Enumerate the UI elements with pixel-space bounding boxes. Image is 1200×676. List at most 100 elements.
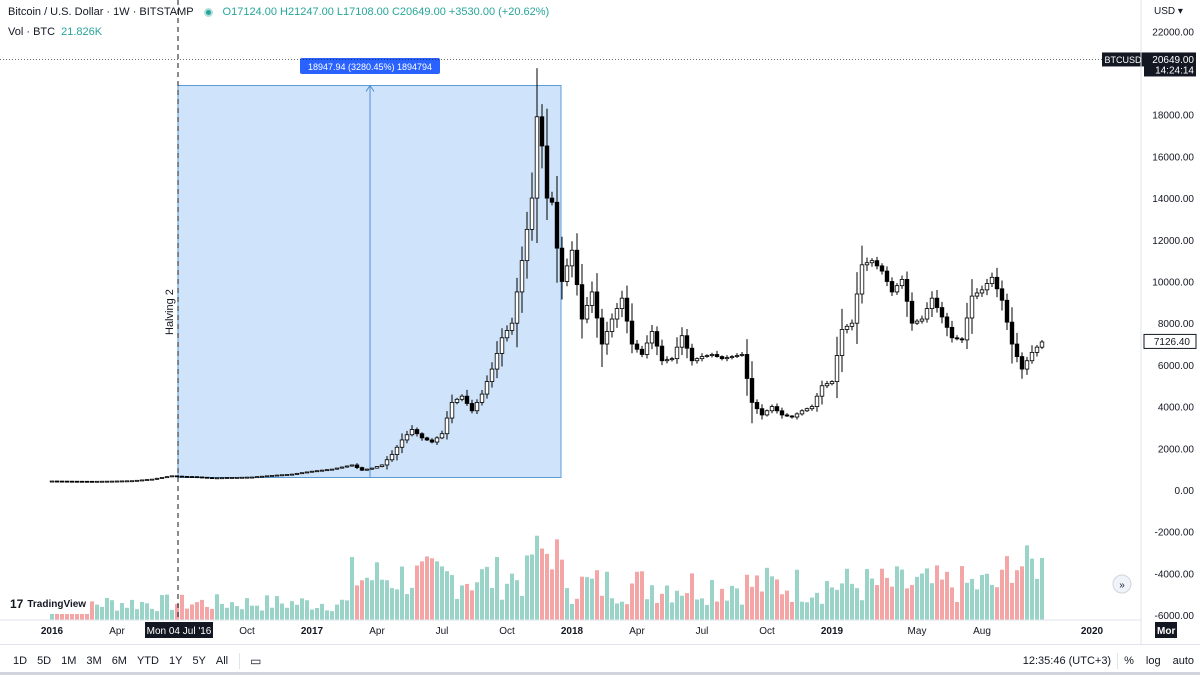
candle-body (1014, 343, 1020, 357)
volume-bar (530, 554, 534, 620)
candle-body (444, 417, 450, 435)
volume-bar (145, 603, 149, 620)
symbol-title[interactable]: Bitcoin / U.S. Dollar · 1W · BITSTAMP (8, 6, 194, 18)
price-tag (1144, 52, 1196, 77)
candle (169, 475, 175, 478)
candle-body (464, 395, 470, 404)
candle-body (839, 329, 845, 356)
measure-range-box[interactable]: 18947.94 (3280.45%) 1894794 (177, 58, 562, 478)
time-axis[interactable]: 2016 Apr Oct 2017 Apr Jul Oct 2018 Apr Jul Oct 2019… (0, 619, 1177, 638)
volume-bar (545, 553, 549, 620)
candle-body (469, 403, 475, 412)
timeframe-3m[interactable]: 3M (86, 654, 102, 667)
candle-body (884, 270, 890, 282)
timeframe-1y[interactable]: 1Y (168, 654, 183, 667)
price-tick-label: 6000.00 (1158, 361, 1195, 372)
candle-body (64, 480, 70, 483)
candle-body (934, 297, 940, 308)
time-tick-label: Apr (369, 626, 385, 637)
volume-bar (790, 601, 794, 620)
percent-toggle[interactable]: % (1124, 654, 1134, 667)
candle (54, 480, 60, 483)
volume-bar (700, 598, 704, 620)
candle-body (189, 476, 195, 478)
timeframe-ytd[interactable]: YTD (136, 654, 159, 667)
timeframe-1d[interactable]: 1D (13, 654, 28, 667)
candle-body (219, 477, 225, 480)
volume-bar (405, 594, 409, 620)
candle (429, 438, 435, 444)
candle (844, 323, 850, 334)
volume-bars (50, 535, 1044, 620)
volume-bar (255, 605, 259, 620)
candle (879, 263, 885, 275)
candle-body (569, 249, 575, 267)
candle (989, 272, 995, 288)
candle-body (924, 308, 930, 320)
log-toggle[interactable]: log (1145, 654, 1161, 667)
timeframe-6m[interactable]: 6M (111, 654, 127, 667)
candle (719, 355, 725, 361)
timeframe-all[interactable]: All (215, 654, 229, 667)
candle (849, 319, 855, 331)
price-chart[interactable]: 18947.94 (3280.45%) 1894794 Halving 2 BTC… (0, 0, 1200, 644)
candle (994, 267, 1000, 298)
clock[interactable]: 12:35:46 (UTC+3) (1022, 654, 1112, 667)
candle-body (379, 464, 385, 467)
candle (539, 104, 545, 169)
candle (534, 68, 540, 243)
candle (359, 466, 365, 471)
candle (69, 480, 75, 483)
timeframe-5d[interactable]: 5D (37, 654, 52, 667)
candle (709, 352, 715, 358)
scroll-right-button[interactable] (1112, 574, 1132, 594)
candle-body (389, 454, 395, 461)
candle (224, 477, 230, 479)
candle (414, 427, 420, 437)
price-axis[interactable]: USD ▾ 22000.00 18000.00 16000.00 14000.00 120… (1140, 0, 1195, 644)
volume-bar (180, 594, 184, 620)
volume-bar (120, 603, 124, 620)
candle-body (159, 477, 165, 479)
timeframe-5y[interactable]: 5Y (192, 654, 206, 667)
candle-body (209, 477, 215, 479)
candle-body (844, 325, 850, 330)
candle (564, 258, 570, 287)
volume-bar (665, 585, 669, 620)
volume-bar (470, 590, 474, 620)
tradingview-logo[interactable]: 17 TradingView (6, 594, 91, 614)
volume-bar (725, 600, 729, 620)
volume-bar (445, 571, 449, 620)
bottom-toolbar: 1D 5D 1M 3M 6M YTD 1Y 5Y All ▭ 12:35:46 (UTC+3) … (0, 644, 1200, 676)
volume-bar (100, 606, 104, 620)
candle (154, 477, 160, 480)
timeframe-1m[interactable]: 1M (61, 654, 77, 667)
volume-bar (450, 575, 454, 620)
volume-bar (795, 569, 799, 620)
volume-bar (855, 588, 859, 620)
candle-body (439, 433, 445, 439)
tradingview-logo-text: TradingView (27, 598, 87, 610)
candle (159, 477, 165, 479)
candle-body (184, 476, 190, 478)
candle (764, 409, 770, 417)
auto-toggle[interactable]: auto (1172, 654, 1194, 667)
time-tick-label: Apr (109, 626, 125, 637)
volume-bar (730, 585, 734, 620)
candle-body (169, 475, 175, 478)
candle-body (694, 358, 700, 362)
candle (374, 465, 380, 469)
candle (684, 328, 690, 359)
candle-body (789, 415, 795, 418)
candle-body (319, 469, 325, 472)
currency-label[interactable]: USD ▾ (1154, 6, 1183, 17)
candle-body (699, 356, 705, 360)
candle (59, 480, 65, 483)
candle-body (479, 393, 485, 403)
measure-label: 18947.94 (3280.45%) 1894794 (308, 62, 432, 72)
volume-bar (600, 595, 604, 620)
date-range-icon[interactable]: ▭ (250, 653, 262, 668)
candle (569, 241, 575, 278)
volume-bar (375, 562, 379, 620)
candle (874, 256, 880, 270)
